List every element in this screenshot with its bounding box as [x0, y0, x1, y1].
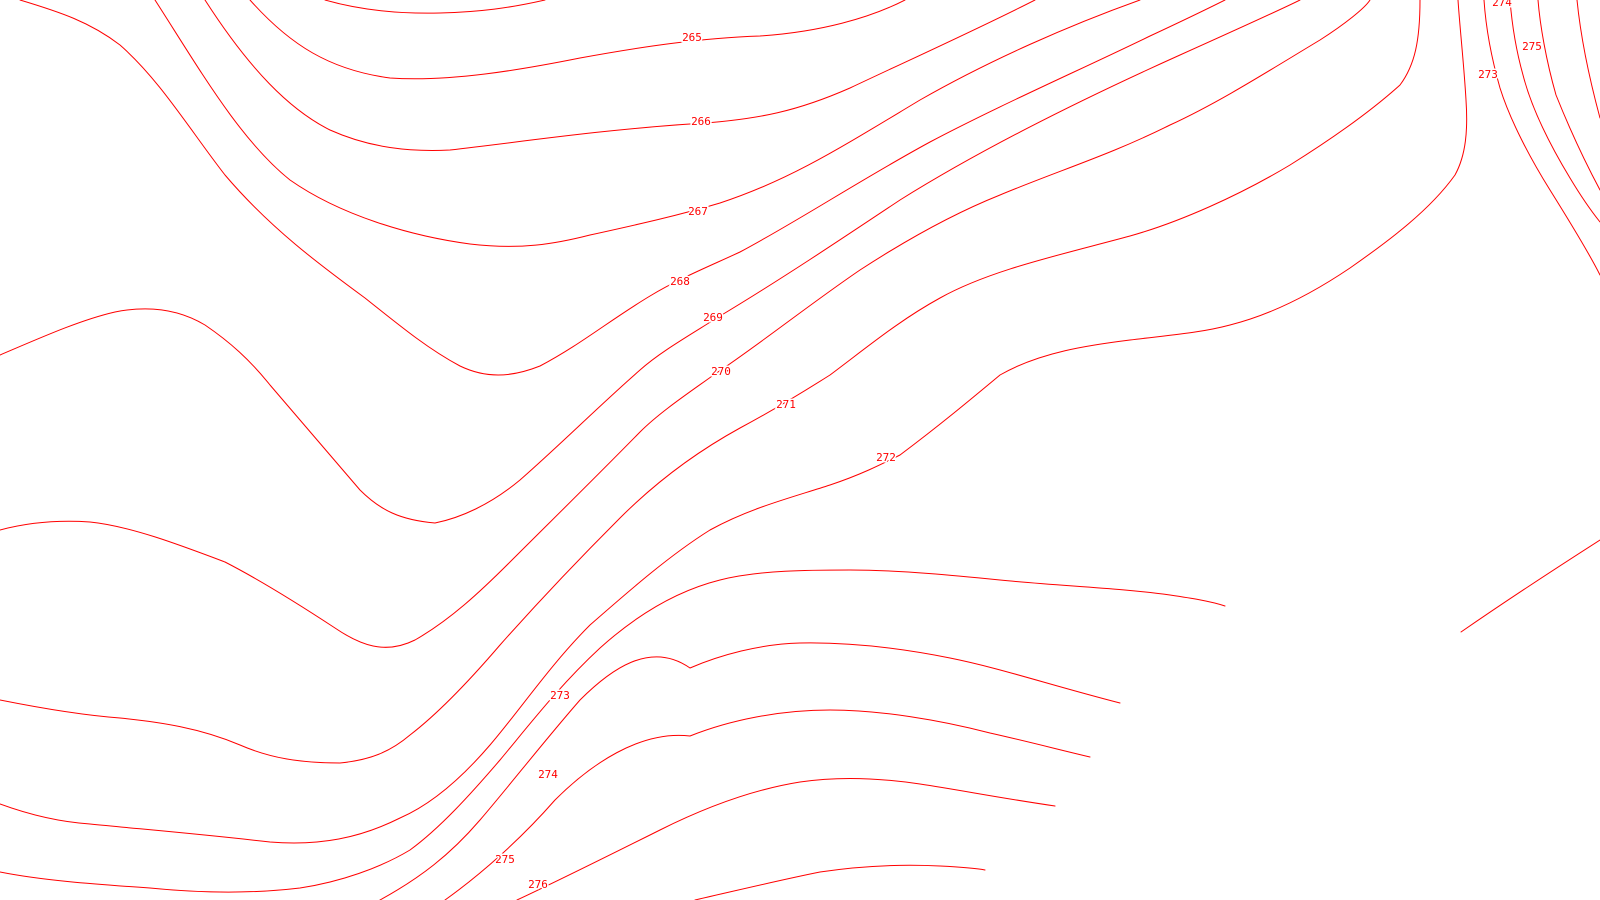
- contour-line: [1576, 0, 1600, 119]
- contour-label: 275: [495, 853, 515, 866]
- contour-label: 265: [682, 31, 702, 44]
- contour-label: 267: [688, 205, 708, 218]
- contour-line: [324, 0, 546, 14]
- contour-line: [694, 864, 986, 900]
- contour-label: 269: [703, 311, 723, 324]
- contour-line: [0, 0, 1301, 524]
- contour-line: [1460, 539, 1600, 633]
- contour-line: [1537, 0, 1600, 191]
- contour-line: [249, 0, 906, 80]
- contour-line: [1483, 0, 1600, 276]
- contour-label: 273: [550, 689, 570, 702]
- contour-line: [204, 0, 1036, 151]
- contour-line: [0, 0, 1468, 844]
- contour-label: 274: [538, 768, 558, 781]
- contour-label: 274: [1492, 0, 1512, 9]
- contour-label: 275: [1522, 40, 1542, 53]
- contour-line: [444, 709, 1091, 900]
- contour-label: 272: [876, 451, 896, 464]
- contour-line: [0, 0, 1371, 648]
- contour-label: 273: [1478, 68, 1498, 81]
- contour-line: [516, 777, 1056, 900]
- contour-line: [19, 0, 1226, 376]
- contour-line: [379, 642, 1121, 900]
- contour-labels: 265 266 267 268 269 270 271 272 273 274 …: [494, 0, 1544, 893]
- contour-label: 270: [711, 365, 731, 378]
- contour-label: 266: [691, 115, 711, 128]
- contour-label: 268: [670, 275, 690, 288]
- contour-line: [1509, 0, 1600, 223]
- contour-line: [0, 569, 1226, 893]
- contour-label: 271: [776, 398, 796, 411]
- contour-line: [0, 0, 1421, 764]
- contour-line: [154, 0, 1141, 247]
- contour-label: 276: [528, 878, 548, 891]
